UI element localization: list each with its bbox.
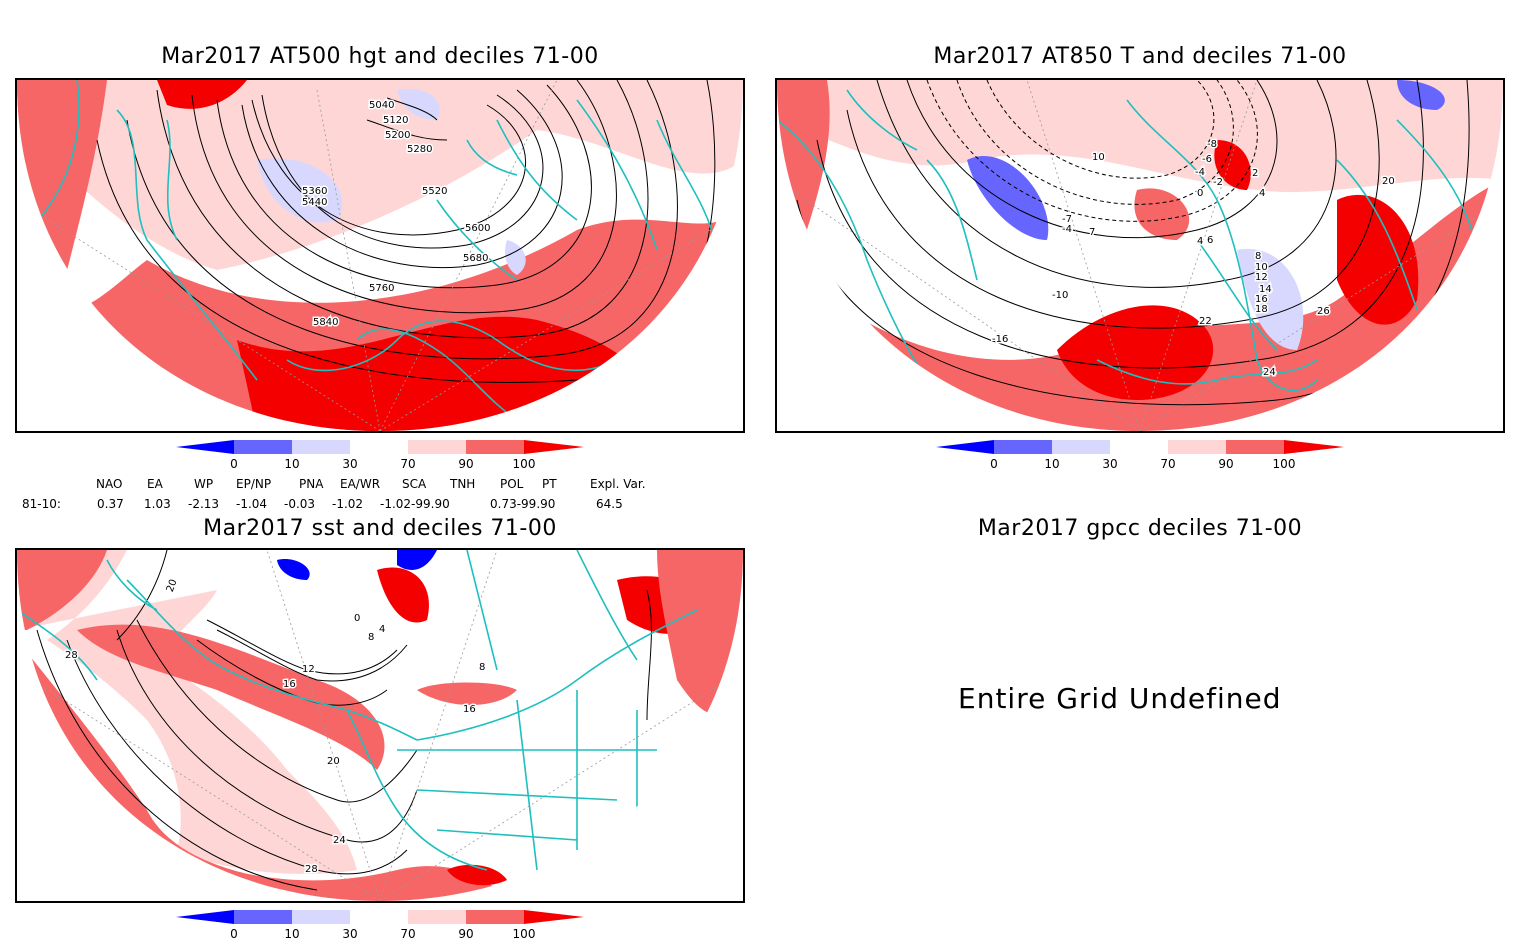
- index-value: -1.04: [236, 497, 268, 511]
- sst-contour-label: 8: [479, 662, 485, 673]
- colorbar-tick-label: 70: [1160, 457, 1175, 471]
- sst-contour-label: 20: [327, 756, 340, 767]
- sst-contour-label: 28: [65, 650, 78, 661]
- index-value: -1.02: [332, 497, 364, 511]
- colorbar-tick-label: 90: [458, 457, 473, 471]
- sst-colorbar: 0 10 30 70 90 100: [176, 910, 586, 941]
- hgt-contour-label: 5040: [369, 100, 394, 111]
- colorbar-tick-label: 90: [1218, 457, 1233, 471]
- colorbar-tick-label: 0: [230, 457, 238, 471]
- t850-contour-label: -4: [1195, 167, 1205, 178]
- index-header: TNH: [450, 477, 476, 491]
- colorbar-tick-label: 30: [1102, 457, 1117, 471]
- t850-contour-label: -16: [992, 334, 1008, 345]
- t850-contour-label: 14: [1259, 284, 1272, 295]
- t850-contour-label: 16: [1255, 294, 1268, 305]
- colorbar-tick-label: 100: [513, 457, 536, 471]
- t850-contour-label: 10: [1255, 262, 1268, 273]
- sst-contour-label: 20: [165, 578, 180, 594]
- t850-contour-label: 6: [1207, 235, 1213, 246]
- sst-contour-label: 0: [354, 613, 360, 624]
- hgt-contour-label: 5520: [422, 186, 447, 197]
- colorbar-tick-label: 0: [990, 457, 998, 471]
- index-row-label: 81-10:: [22, 497, 61, 511]
- sst-contour-label: 16: [283, 679, 296, 690]
- index-header: SCA: [402, 477, 427, 491]
- t850-contour-label: -6: [1202, 154, 1212, 165]
- hgt-contour-label: 5120: [383, 115, 408, 126]
- hgt-contour-label: 5680: [463, 253, 488, 264]
- colorbar-tick-label: 10: [284, 927, 299, 940]
- sst-contour-label: 24: [333, 835, 346, 846]
- index-header: WP: [194, 477, 214, 491]
- hgt-contour-label: 5200: [385, 130, 410, 141]
- t850-colorbar: 0 10 30 70 90 100: [936, 440, 1346, 472]
- t850-contour-label: -2: [1213, 177, 1223, 188]
- hgt-contour-label: 5360: [302, 186, 327, 197]
- t850-contour-label: -10: [1052, 290, 1068, 301]
- sst-panel-title: Mar2017 sst and deciles 71-00: [203, 516, 557, 541]
- hgt-contour-label: 5280: [407, 144, 432, 155]
- t850-contour-label: -7: [1062, 214, 1072, 225]
- colorbar-tick-label: 0: [230, 927, 238, 940]
- colorbar-tick-label: 10: [284, 457, 299, 471]
- index-header: PT: [542, 477, 557, 491]
- t850-contour-label: 4: [1259, 188, 1265, 199]
- sst-map: 20 28 0 4 8 12 16 20 24 28 16 8: [15, 548, 745, 903]
- index-value: 1.03: [144, 497, 171, 511]
- index-header: EA: [147, 477, 163, 491]
- t850-map: -8 -6 -4 -2 0 2 4 6 8 10 12 14 16 18 20 …: [775, 78, 1505, 433]
- colorbar-tick-label: 90: [458, 927, 473, 940]
- t850-contour-label: 12: [1255, 272, 1268, 283]
- index-value: -1.02-99.90: [380, 497, 450, 511]
- index-value: 0.37: [97, 497, 124, 511]
- index-header: EP/NP: [236, 477, 272, 491]
- hgt-contour-label: 5440: [302, 197, 327, 208]
- colorbar-tick-label: 10: [1044, 457, 1059, 471]
- colorbar-tick-label: 70: [400, 927, 415, 940]
- index-value: 64.5: [596, 497, 623, 511]
- colorbar-tick-label: 30: [342, 927, 357, 940]
- index-header: Expl. Var.: [590, 477, 646, 491]
- index-value: -0.03: [284, 497, 316, 511]
- t850-contour-label: -8: [1207, 139, 1217, 150]
- index-value: -2.13: [188, 497, 220, 511]
- hgt-contour-label: 5760: [369, 283, 394, 294]
- colorbar-tick-label: 100: [1273, 457, 1296, 471]
- colorbar-tick-label: 30: [342, 457, 357, 471]
- index-value: 0.73-99.90: [490, 497, 556, 511]
- sst-contour-label: 12: [302, 664, 315, 675]
- t850-contour-label: 2: [1252, 168, 1258, 179]
- undefined-grid-message: Entire Grid Undefined: [958, 682, 1282, 715]
- index-header: PNA: [299, 477, 324, 491]
- t850-contour-label: 10: [1092, 152, 1105, 163]
- hgt-contour-label: 5600: [465, 223, 490, 234]
- t850-contour-label: 8: [1255, 251, 1261, 262]
- t850-contour-label: 4: [1197, 236, 1203, 247]
- t850-panel-title: Mar2017 AT850 T and deciles 71-00: [933, 44, 1347, 69]
- index-header: NAO: [96, 477, 123, 491]
- t850-contour-label: 7: [1089, 227, 1095, 238]
- t850-contour-label: 22: [1199, 316, 1212, 327]
- index-header: EA/WR: [340, 477, 381, 491]
- index-header: POL: [500, 477, 524, 491]
- sst-contour-label: 4: [379, 624, 385, 635]
- t850-contour-label: -4: [1062, 224, 1072, 235]
- hgt-contour-label: 5840: [313, 317, 338, 328]
- t850-contour-label: 26: [1317, 306, 1330, 317]
- hgt-map: 5040 5120 5200 5280 5360 5440 5520 5600 …: [15, 78, 745, 433]
- colorbar-tick-label: 70: [400, 457, 415, 471]
- sst-contour-label: 8: [368, 632, 374, 643]
- colorbar-tick-label: 100: [513, 927, 536, 940]
- hgt-panel-title: Mar2017 AT500 hgt and deciles 71-00: [161, 44, 599, 69]
- sst-contour-label: 28: [305, 864, 318, 875]
- sst-contour-label: 16: [463, 704, 476, 715]
- t850-contour-label: 0: [1197, 188, 1203, 199]
- gpcc-panel-title: Mar2017 gpcc deciles 71-00: [977, 516, 1303, 541]
- t850-contour-label: 20: [1382, 176, 1395, 187]
- hgt-colorbar: 0 10 30 70 90 100: [176, 440, 586, 472]
- t850-contour-label: 24: [1263, 367, 1276, 378]
- t850-contour-label: 18: [1255, 304, 1268, 315]
